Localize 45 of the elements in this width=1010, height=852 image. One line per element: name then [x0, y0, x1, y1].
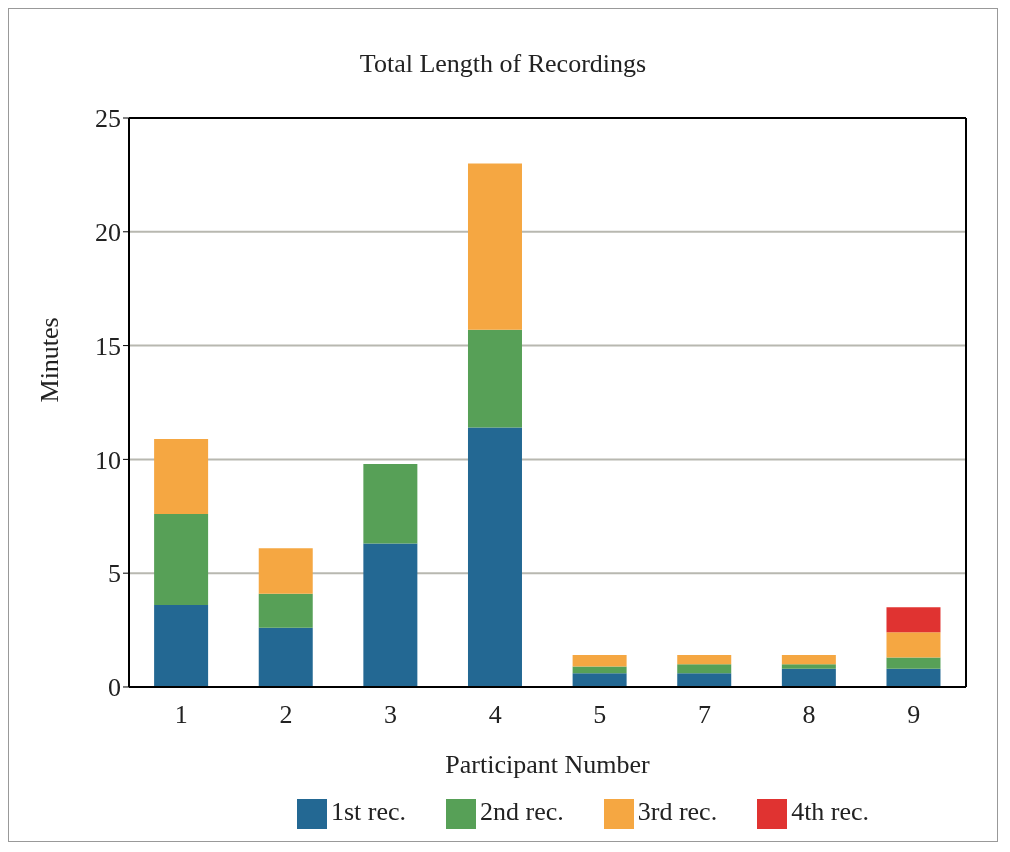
- bar: [886, 632, 941, 658]
- bar: [886, 668, 941, 687]
- bar: [886, 607, 941, 633]
- x-tick-label: 4: [488, 700, 502, 730]
- legend-label: 3rd rec.: [637, 796, 718, 826]
- legend-label: 2nd rec.: [479, 796, 564, 826]
- chart-title: Total Length of Recordings: [358, 48, 648, 80]
- bar: [677, 664, 732, 674]
- bar: [467, 329, 522, 428]
- bar: [781, 664, 836, 669]
- bar: [154, 514, 209, 606]
- x-tick-label: 3: [384, 700, 398, 730]
- x-axis-title: Participant Number: [445, 749, 650, 779]
- x-tick-label: 8: [802, 700, 816, 730]
- x-tick-label: 5: [593, 700, 607, 730]
- x-tick-label: 9: [907, 700, 921, 730]
- bar: [467, 427, 522, 687]
- bar: [572, 655, 627, 667]
- y-tick-label: 25: [95, 104, 121, 134]
- bar: [154, 605, 209, 687]
- y-tick-label: 20: [95, 218, 121, 248]
- bar: [677, 655, 732, 665]
- bar: [154, 438, 209, 514]
- bar: [467, 163, 522, 330]
- bar: [258, 627, 313, 687]
- bar: [886, 657, 941, 669]
- bar: [258, 593, 313, 628]
- bar: [258, 548, 313, 594]
- bar: [677, 673, 732, 687]
- y-axis-title: Minutes: [35, 317, 65, 403]
- x-tick-label: 1: [174, 700, 188, 730]
- y-tick-label: 15: [95, 331, 121, 361]
- bar: [363, 543, 418, 687]
- y-tick-label: 0: [108, 673, 121, 703]
- y-tick-label: 5: [108, 559, 121, 589]
- bar: [781, 655, 836, 665]
- bar: [363, 463, 418, 544]
- legend-label: 1st rec.: [330, 796, 406, 826]
- x-tick-label: 7: [697, 700, 711, 730]
- legend-label: 4th rec.: [791, 796, 870, 826]
- bar: [572, 666, 627, 674]
- x-tick-label: 2: [279, 700, 293, 730]
- y-tick-label: 10: [95, 445, 121, 475]
- bar: [781, 668, 836, 687]
- bar: [572, 673, 627, 687]
